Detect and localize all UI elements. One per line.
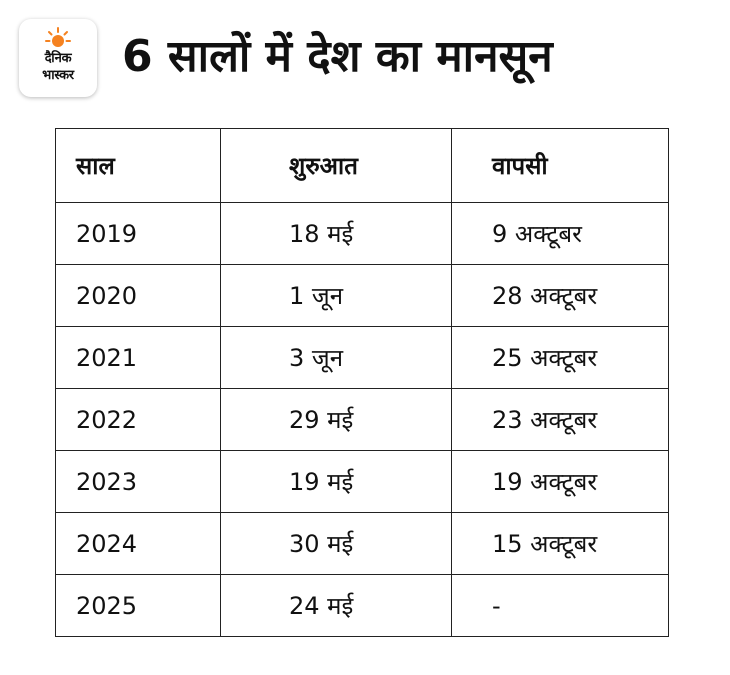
table-header-row: साल शुरुआत वापसी — [55, 128, 669, 203]
onset-cell: 30 मई — [220, 512, 452, 575]
onset-cell: 18 मई — [220, 202, 452, 265]
onset-cell: 3 जून — [220, 326, 452, 389]
onset-cell: 29 मई — [220, 388, 452, 451]
withdrawal-cell: 19 अक्टूबर — [451, 450, 669, 513]
header-onset: शुरुआत — [220, 128, 452, 203]
page-title: 6 सालों में देश का मानसून — [122, 31, 553, 82]
year-cell: 2019 — [55, 202, 221, 265]
year-cell: 2024 — [55, 512, 221, 575]
header-withdrawal: वापसी — [451, 128, 669, 203]
monsoon-table: साल शुरुआत वापसी 2019 18 मई 9 अक्टूबर 20… — [55, 128, 669, 637]
year-cell: 2021 — [55, 326, 221, 389]
year-cell: 2023 — [55, 450, 221, 513]
onset-cell: 24 मई — [220, 574, 452, 637]
table-row: 2021 3 जून 25 अक्टूबर — [55, 326, 669, 389]
logo-text-line-1: दैनिक — [44, 51, 72, 66]
dainik-bhaskar-logo: दैनिक भास्कर — [19, 19, 97, 97]
table-row: 2024 30 मई 15 अक्टूबर — [55, 512, 669, 575]
onset-cell: 1 जून — [220, 264, 452, 327]
withdrawal-cell: - — [451, 574, 669, 637]
table-row: 2022 29 मई 23 अक्टूबर — [55, 388, 669, 451]
table-row: 2020 1 जून 28 अक्टूबर — [55, 264, 669, 327]
withdrawal-cell: 23 अक्टूबर — [451, 388, 669, 451]
table-row: 2019 18 मई 9 अक्टूबर — [55, 202, 669, 265]
sun-logo-icon — [45, 27, 71, 47]
withdrawal-cell: 9 अक्टूबर — [451, 202, 669, 265]
onset-cell: 19 मई — [220, 450, 452, 513]
withdrawal-cell: 25 अक्टूबर — [451, 326, 669, 389]
monsoon-table-container: साल शुरुआत वापसी 2019 18 मई 9 अक्टूबर 20… — [55, 128, 669, 637]
logo-text-line-2: भास्कर — [42, 68, 74, 83]
withdrawal-cell: 15 अक्टूबर — [451, 512, 669, 575]
year-cell: 2025 — [55, 574, 221, 637]
table-row: 2023 19 मई 19 अक्टूबर — [55, 450, 669, 513]
year-cell: 2020 — [55, 264, 221, 327]
header-year: साल — [55, 128, 221, 203]
year-cell: 2022 — [55, 388, 221, 451]
table-row: 2025 24 मई - — [55, 574, 669, 637]
withdrawal-cell: 28 अक्टूबर — [451, 264, 669, 327]
